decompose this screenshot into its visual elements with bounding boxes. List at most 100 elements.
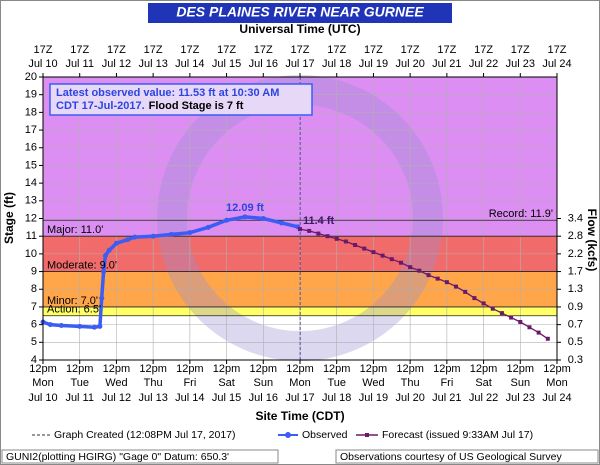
- legend-label: Forecast (issued 9:33AM Jul 17): [382, 429, 533, 441]
- y-tick-label: 9: [31, 265, 37, 277]
- forecast-point: [527, 325, 532, 330]
- forecast-point: [343, 239, 348, 244]
- forecast-point: [444, 280, 449, 285]
- y2-tick-label: 0.5: [568, 336, 583, 348]
- x-tick-weekday: Fri: [440, 377, 453, 389]
- threshold-label: Minor: 7.0': [47, 295, 98, 307]
- observed-point: [97, 323, 103, 329]
- y2-tick-label: 3.4: [568, 212, 583, 224]
- x2-tick-date: Jul 10: [28, 58, 57, 70]
- x-tick-date: Jul 10: [28, 392, 57, 404]
- x2-tick-label: 17Z: [548, 44, 567, 56]
- info-date: CDT 17-Jul-2017.: [56, 100, 145, 112]
- x2-tick-date: Jul 16: [249, 58, 278, 70]
- footer-left: GUNI2(plotting HGIRG) "Gage 0" Datum: 65…: [6, 451, 229, 463]
- x2-tick-label: 17Z: [34, 44, 53, 56]
- x2-tick-label: 17Z: [180, 44, 199, 56]
- observed-point: [77, 323, 83, 329]
- x2-tick-date: Jul 11: [65, 58, 94, 70]
- info-line: Latest observed value: 11.53 ft at 10:30…: [56, 87, 279, 99]
- x-tick-label: 12pm: [360, 363, 388, 375]
- threshold-label: Major: 11.0': [47, 224, 103, 236]
- x-tick-label: 12pm: [139, 363, 167, 375]
- x2-tick-date: Jul 23: [506, 58, 535, 70]
- x-tick-date: Jul 23: [506, 392, 535, 404]
- footer-box: [1, 449, 279, 464]
- x-tick-label: 12pm: [543, 363, 571, 375]
- threshold-label: Moderate: 9.0': [47, 259, 117, 271]
- x-tick-weekday: Sun: [510, 377, 530, 389]
- forecast-point: [454, 284, 459, 289]
- info-line: CDT 17-Jul-2017. Flood Stage is 7 ft: [56, 100, 244, 112]
- top-axis-label: Universal Time (UTC): [239, 22, 360, 36]
- x-tick-weekday: Wed: [105, 377, 127, 389]
- title-bar: [148, 3, 452, 23]
- forecast-point: [398, 260, 403, 265]
- forecast-point: [371, 250, 376, 255]
- x2-tick-date: Jul 19: [359, 58, 388, 70]
- x-tick-label: 12pm: [29, 363, 57, 375]
- forecast-point: [518, 319, 523, 324]
- x2-tick-label: 17Z: [107, 44, 126, 56]
- x-tick-label: 12pm: [396, 363, 424, 375]
- x-tick-date: Jul 22: [469, 392, 498, 404]
- forecast-point: [298, 227, 302, 232]
- legend-symbol: [365, 433, 369, 437]
- y2-tick-label: 2.2: [568, 248, 583, 260]
- observed-point: [101, 269, 107, 275]
- x2-tick-label: 17Z: [474, 44, 493, 56]
- forecast-point: [509, 315, 514, 320]
- y-tick-label: 16: [25, 142, 37, 154]
- forecast-point: [325, 234, 330, 239]
- forecast-point: [334, 236, 339, 241]
- forecast-point: [307, 228, 312, 233]
- x2-tick-date: Jul 22: [469, 58, 498, 70]
- x-tick-label: 12pm: [507, 363, 535, 375]
- forecast-point: [545, 336, 550, 341]
- y2-tick-label: 0.9: [568, 301, 583, 313]
- observed-point: [91, 324, 97, 330]
- y-tick-label: 17: [25, 124, 37, 136]
- observed-point: [58, 323, 64, 329]
- forecast-point: [490, 306, 495, 311]
- x2-tick-label: 17Z: [70, 44, 89, 56]
- legend: Graph Created (12:08PM Jul 17, 2017) Obs…: [32, 429, 533, 441]
- observed-point: [242, 214, 248, 220]
- info-flood-stage: Flood Stage is 7 ft: [149, 100, 244, 112]
- x2-tick-label: 17Z: [327, 44, 346, 56]
- y-tick-label: 10: [25, 248, 37, 260]
- forecast-point: [417, 268, 422, 273]
- y2-tick-label: 0.7: [568, 319, 583, 331]
- x-tick-weekday: Tue: [327, 377, 346, 389]
- record-label: Record: 11.9': [489, 208, 553, 220]
- x2-tick-date: Jul 12: [102, 58, 131, 70]
- forecast-point: [536, 330, 541, 335]
- x-tick-label: 12pm: [250, 363, 278, 375]
- x2-tick-date: Jul 17: [285, 58, 314, 70]
- legend-symbol: [285, 432, 291, 438]
- observed-point: [279, 220, 285, 226]
- x-tick-label: 12pm: [433, 363, 461, 375]
- forecast-point: [499, 311, 504, 316]
- y2-tick-label: 1.7: [568, 265, 583, 277]
- legend-label: Graph Created (12:08PM Jul 17, 2017): [54, 429, 236, 441]
- x2-tick-date: Jul 14: [175, 58, 204, 70]
- y-tick-label: 19: [25, 89, 37, 101]
- chart-title: DES PLAINES RIVER NEAR GURNEE: [176, 4, 424, 20]
- observed-point: [124, 237, 130, 243]
- x-tick-label: 12pm: [103, 363, 131, 375]
- threshold-label: Action: 6.5': [47, 304, 101, 316]
- y-axis-label: Stage (ft): [2, 192, 16, 244]
- x-tick-date: Jul 14: [175, 392, 204, 404]
- plot-area: [39, 73, 561, 364]
- x-tick-date: Jul 13: [138, 392, 167, 404]
- observed-point: [169, 231, 174, 237]
- forecast-line: [299, 228, 549, 340]
- x-tick-date: Jul 17: [285, 392, 314, 404]
- x2-tick-date: Jul 15: [212, 58, 241, 70]
- forecast-point: [408, 265, 413, 270]
- forecast-point: [316, 231, 321, 236]
- observed-point: [113, 240, 119, 246]
- x2-tick-date: Jul 18: [322, 58, 351, 70]
